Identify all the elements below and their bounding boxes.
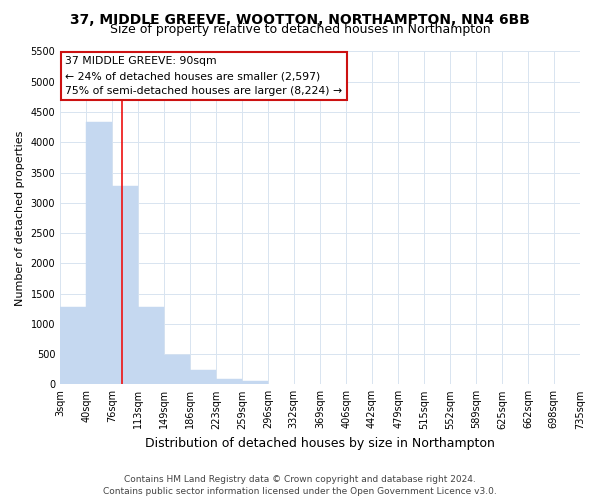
Bar — [164, 356, 190, 384]
Text: Size of property relative to detached houses in Northampton: Size of property relative to detached ho… — [110, 22, 490, 36]
Bar — [86, 122, 112, 384]
Text: 37, MIDDLE GREEVE, WOOTTON, NORTHAMPTON, NN4 6BB: 37, MIDDLE GREEVE, WOOTTON, NORTHAMPTON,… — [70, 12, 530, 26]
Y-axis label: Number of detached properties: Number of detached properties — [15, 130, 25, 306]
Text: 37 MIDDLE GREEVE: 90sqm
← 24% of detached houses are smaller (2,597)
75% of semi: 37 MIDDLE GREEVE: 90sqm ← 24% of detache… — [65, 56, 343, 96]
Bar — [242, 380, 268, 384]
Bar — [217, 379, 242, 384]
Bar — [112, 186, 138, 384]
X-axis label: Distribution of detached houses by size in Northampton: Distribution of detached houses by size … — [145, 437, 495, 450]
Bar — [138, 307, 164, 384]
Bar — [190, 370, 217, 384]
Text: Contains HM Land Registry data © Crown copyright and database right 2024.
Contai: Contains HM Land Registry data © Crown c… — [103, 474, 497, 496]
Bar — [60, 308, 86, 384]
